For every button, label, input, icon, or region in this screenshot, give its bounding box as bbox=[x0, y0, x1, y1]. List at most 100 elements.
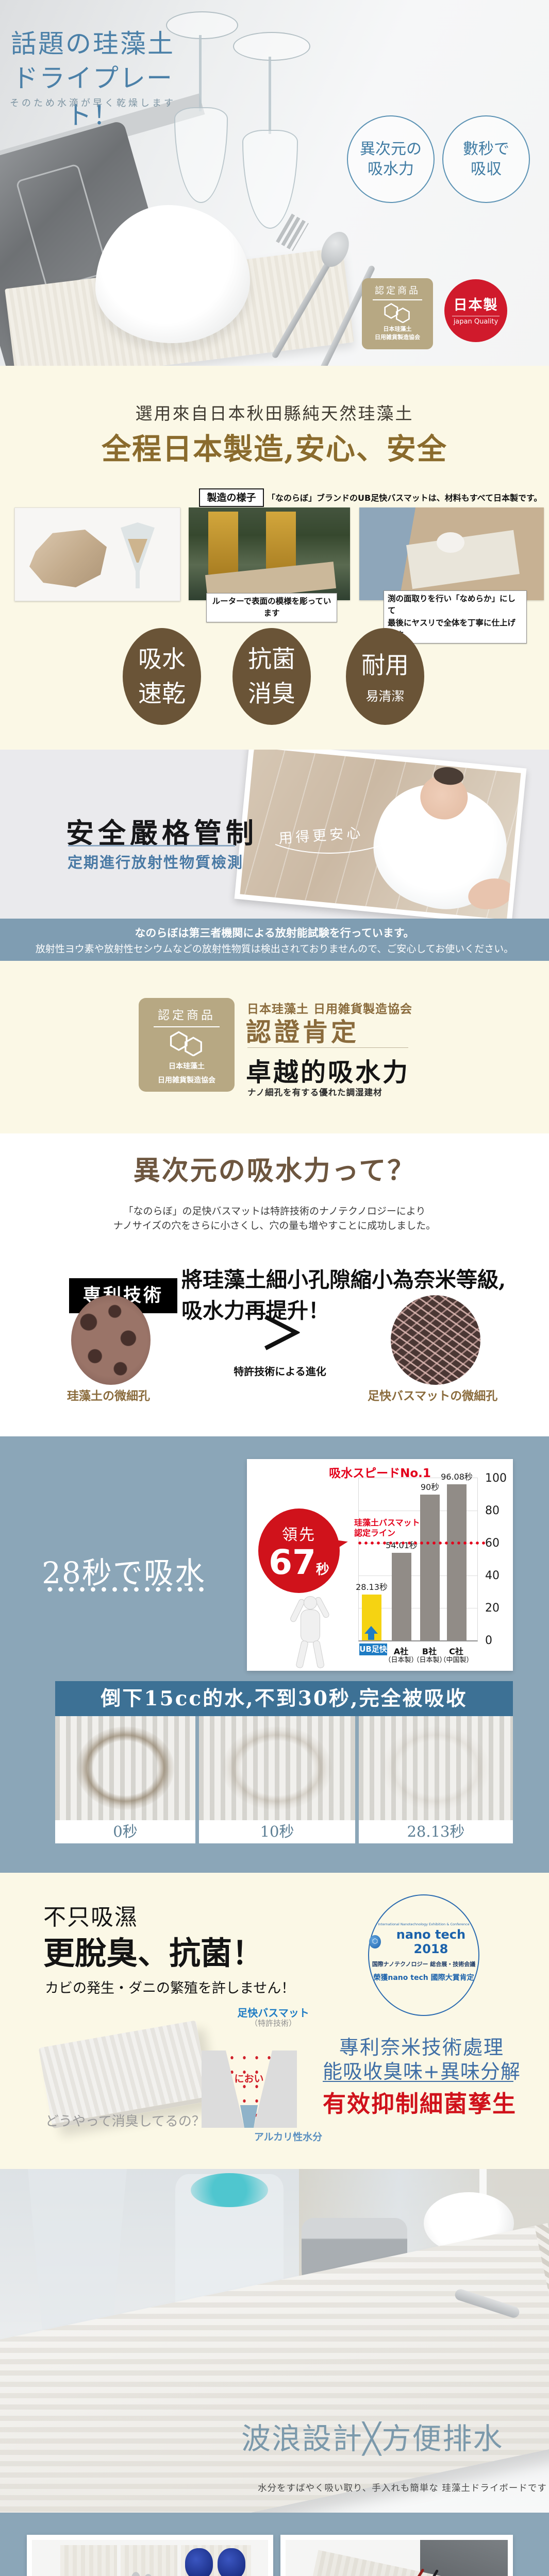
water-test-photo-28s bbox=[359, 1716, 513, 1820]
mat-texture bbox=[199, 1716, 355, 1820]
micro-pore-image-diatomite bbox=[71, 1295, 151, 1385]
factory-worker-photo bbox=[359, 507, 544, 600]
feature-circle-line: 吸収 bbox=[471, 160, 502, 178]
feature-circle-line: 吸水力 bbox=[368, 160, 414, 178]
alkaline-label: アルカリ性水分 bbox=[254, 2131, 323, 2143]
wine-glass-foot bbox=[166, 11, 238, 39]
chart-bar-value: 28.13秒 bbox=[356, 1582, 388, 1592]
chart-plot-area: 28.13秒 54.01秒 90秒 96.08秒 bbox=[356, 1472, 487, 1641]
radiation-test-band: なのらぼは第三者機関による放射能試験を行っています。 放射性ヨウ素や放射性セシウ… bbox=[0, 919, 549, 961]
safety-subtitle: 定期進行放射性物質檢測 bbox=[68, 854, 244, 871]
absorb-title: 異次元の吸水力って？ bbox=[133, 1155, 416, 1187]
alkaline-liquid bbox=[240, 2105, 258, 2128]
badge-org-line2: 日用雑貨製造協会 bbox=[375, 333, 420, 341]
chart-bar-value: 90秒 bbox=[420, 1482, 440, 1492]
origin-subtitle: 選用來自日本秋田縣純天然珪藻土 bbox=[135, 403, 414, 423]
photo-caption: ルーターで表面の模様を彫っています bbox=[206, 593, 337, 622]
oval-line: 抗菌 bbox=[248, 645, 295, 673]
feature-circle-absorption: 異次元の 吸水力 bbox=[347, 115, 435, 203]
hero-subtitle: そのため水滴が早く乾燥します bbox=[10, 98, 176, 109]
nano-jp-text: 国際ナノテクノロジー 総合展・技術会議 bbox=[372, 1961, 476, 1968]
bubble-line1: 領先 bbox=[282, 1526, 316, 1544]
test-time-label: 0秒 bbox=[55, 1820, 195, 1843]
deo-title-line3: カビの発生・ダニの繁殖を許しません！ bbox=[45, 1980, 295, 1996]
carafe-teal-rim bbox=[191, 2173, 268, 2207]
cert-association: 日本珪藻土 日用雑貨製造協会 bbox=[247, 1003, 413, 1016]
y-axis-tick: 20 bbox=[485, 1602, 500, 1615]
wave-title: 波浪設計╳方便排水 bbox=[241, 2422, 504, 2456]
feature-circle-seconds: 數秒で 吸収 bbox=[442, 115, 530, 203]
water-test-photo-10s bbox=[199, 1716, 355, 1820]
wine-glass-stem bbox=[269, 57, 271, 134]
mat-diagram-sublabel: （特許技術） bbox=[249, 2019, 296, 2028]
patent-claim-line1: 將珪藻土細小孔隙縮小為奈米等級, bbox=[181, 1267, 506, 1292]
final-section: 吸走多餘的水分！ 自由發揮 ドライングプレートはキッチンや洗面所、バスルームなど… bbox=[0, 2513, 549, 2576]
micro-pore-image-mat bbox=[391, 1295, 480, 1385]
deo-right-line1: 專利奈米技術處理 bbox=[339, 2036, 505, 2059]
spoon-head bbox=[143, 2574, 153, 2576]
handwritten-underline bbox=[275, 843, 387, 854]
wine-glass-bowl bbox=[242, 130, 298, 229]
deo-question: どうやって消臭してるの？ bbox=[45, 2114, 205, 2129]
water-ring bbox=[222, 1726, 332, 1810]
nano-logo-row: ⬡ nano tech 2018 bbox=[369, 1927, 478, 1956]
gridline bbox=[359, 1575, 477, 1576]
chart-bar-column: 90秒 bbox=[420, 1478, 440, 1640]
chart-bar-column: 96.08秒 bbox=[441, 1472, 473, 1640]
test-header-strip: 倒下15cc的水,不到30秒,完全被吸收 bbox=[55, 1681, 513, 1716]
blue-cut-glass bbox=[218, 2548, 245, 2576]
badge-divider bbox=[154, 1026, 220, 1027]
oval-line: 吸水 bbox=[138, 645, 186, 673]
x-label-origin: （中国製） bbox=[439, 1656, 473, 1664]
hero-section: 話題の珪藻土 ドライプレート！ そのため水滴が早く乾燥します 異次元の 吸水力 … bbox=[0, 0, 549, 366]
reference-label-line: 認定ライン bbox=[354, 1528, 396, 1538]
speed-headline: 28秒で吸水 bbox=[42, 1555, 206, 1590]
manufacturing-tag: 製造の様子 bbox=[199, 488, 264, 507]
factory-machine-photo bbox=[189, 507, 350, 602]
oval-line: 易清潔 bbox=[365, 689, 405, 704]
nano-award-text: 榮獲nano tech 國際大賞肯定 bbox=[373, 1974, 474, 1982]
x-label: C社 bbox=[449, 1647, 463, 1656]
absorb-paragraph-line1: 「なのらぼ」の足快バスマットは特許技術のナノテクノロジーにより bbox=[123, 1206, 426, 1217]
water-test-photo-0s bbox=[55, 1716, 195, 1820]
y-axis-tick: 80 bbox=[485, 1504, 500, 1517]
test-time-label: 10秒 bbox=[199, 1820, 355, 1843]
certification-section: 認定商品 日本珪藻土 日用雑貨製造協会 日本珪藻土 日用雑貨製造協会 認證肯定 … bbox=[0, 961, 549, 1133]
badge-title: 認定商品 bbox=[375, 285, 420, 296]
bubble-unit: 秒 bbox=[315, 1562, 329, 1578]
nano-logo-text: nano tech 2018 bbox=[396, 1927, 466, 1956]
speed-section: 28秒で吸水 吸水スピードNo.1 28.13秒 54.01秒 9 bbox=[0, 1436, 549, 1873]
x-label-origin: （日本製） bbox=[412, 1656, 446, 1664]
globe-molecule-icon: ⬡ bbox=[369, 1935, 381, 1948]
evolution-label: 特許技術による進化 bbox=[234, 1365, 326, 1378]
wave-subtitle: 水分をすばやく吸い取り、手入れも簡単な 珪藻土ドライボードです bbox=[258, 2483, 547, 2494]
usage-photo-right bbox=[280, 2535, 513, 2576]
mannequin-body bbox=[301, 1609, 320, 1642]
patent-claim-line2: 吸水力再提升！ bbox=[181, 1298, 329, 1323]
chart-reference-line bbox=[357, 1541, 487, 1545]
x-label: A社 bbox=[393, 1647, 409, 1656]
reference-label-line: 珪藻土バスマット bbox=[354, 1518, 420, 1528]
oval-line: 速乾 bbox=[138, 680, 186, 707]
band-line1: なのらぼは第三者機関による放射能試験を行っています。 bbox=[135, 927, 414, 939]
chart-card: 吸水スピードNo.1 28.13秒 54.01秒 90秒 bbox=[247, 1459, 513, 1671]
chart-bar-value: 96.08秒 bbox=[441, 1472, 473, 1482]
certified-product-badge-large: 認定商品 日本珪藻土 日用雑貨製造協会 bbox=[139, 998, 235, 1092]
photo-caption: 渕の面取りを行い「なめらか」にして 最後にヤスリで全体を丁寧に仕上げます bbox=[384, 590, 527, 643]
safety-underline bbox=[68, 845, 235, 846]
sink-corner bbox=[420, 2540, 508, 2576]
cert-title: 認證肯定 bbox=[246, 1018, 360, 1047]
bubble-num: 67 bbox=[269, 1543, 316, 1582]
y-axis-tick: 40 bbox=[485, 1569, 500, 1582]
nano-tech-award-badge: International Nanotechnology Exhibition … bbox=[368, 1894, 479, 2016]
feature-circle-line: 異次元の bbox=[360, 140, 422, 158]
oval-line: 消臭 bbox=[248, 680, 295, 707]
chart-bar-2 bbox=[420, 1494, 440, 1640]
reference-line-label: 珪藻土バスマット 認定ライン bbox=[354, 1518, 426, 1538]
y-axis-tick: 0 bbox=[485, 1634, 492, 1647]
feature-oval-antibacterial: 抗菌 消臭 bbox=[232, 628, 311, 725]
x-label-ub: UB足快 bbox=[359, 1643, 387, 1655]
certified-product-badge: 認定商品 日本珪藻土 日用雑貨製造協会 bbox=[362, 278, 433, 349]
mannequin-head bbox=[304, 1596, 317, 1609]
